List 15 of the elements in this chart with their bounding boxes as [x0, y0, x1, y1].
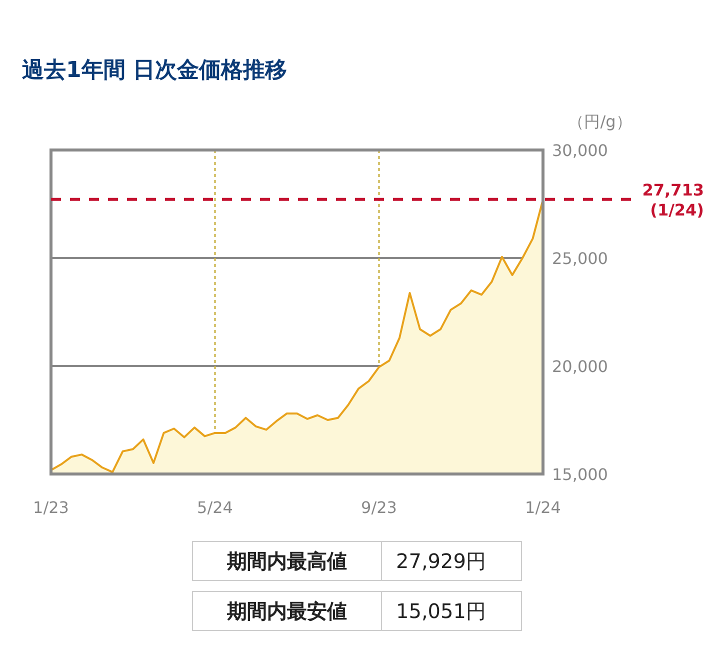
text: 期間内最高値 [192, 541, 382, 581]
text: 15,051円 [382, 591, 522, 631]
x-tick-label: 1/23 [33, 498, 69, 517]
y-tick-label: 20,000 [552, 357, 608, 376]
ref-line-label: 27,713 (1/24) [642, 180, 704, 220]
y-axis-title: （円/g） [568, 112, 632, 131]
text: 27,929円 [382, 541, 522, 581]
x-tick-label: 1/24 [525, 498, 561, 517]
x-tick-label: 9/23 [361, 498, 397, 517]
text: 期間内最安値 [192, 591, 382, 631]
y-tick-label: 30,000 [552, 141, 608, 160]
x-tick-label: 5/24 [197, 498, 233, 517]
y-tick-label: 25,000 [552, 249, 608, 268]
chart-title: 過去1年間 日次金価格推移 [22, 58, 287, 83]
y-tick-label: 15,000 [552, 465, 608, 484]
